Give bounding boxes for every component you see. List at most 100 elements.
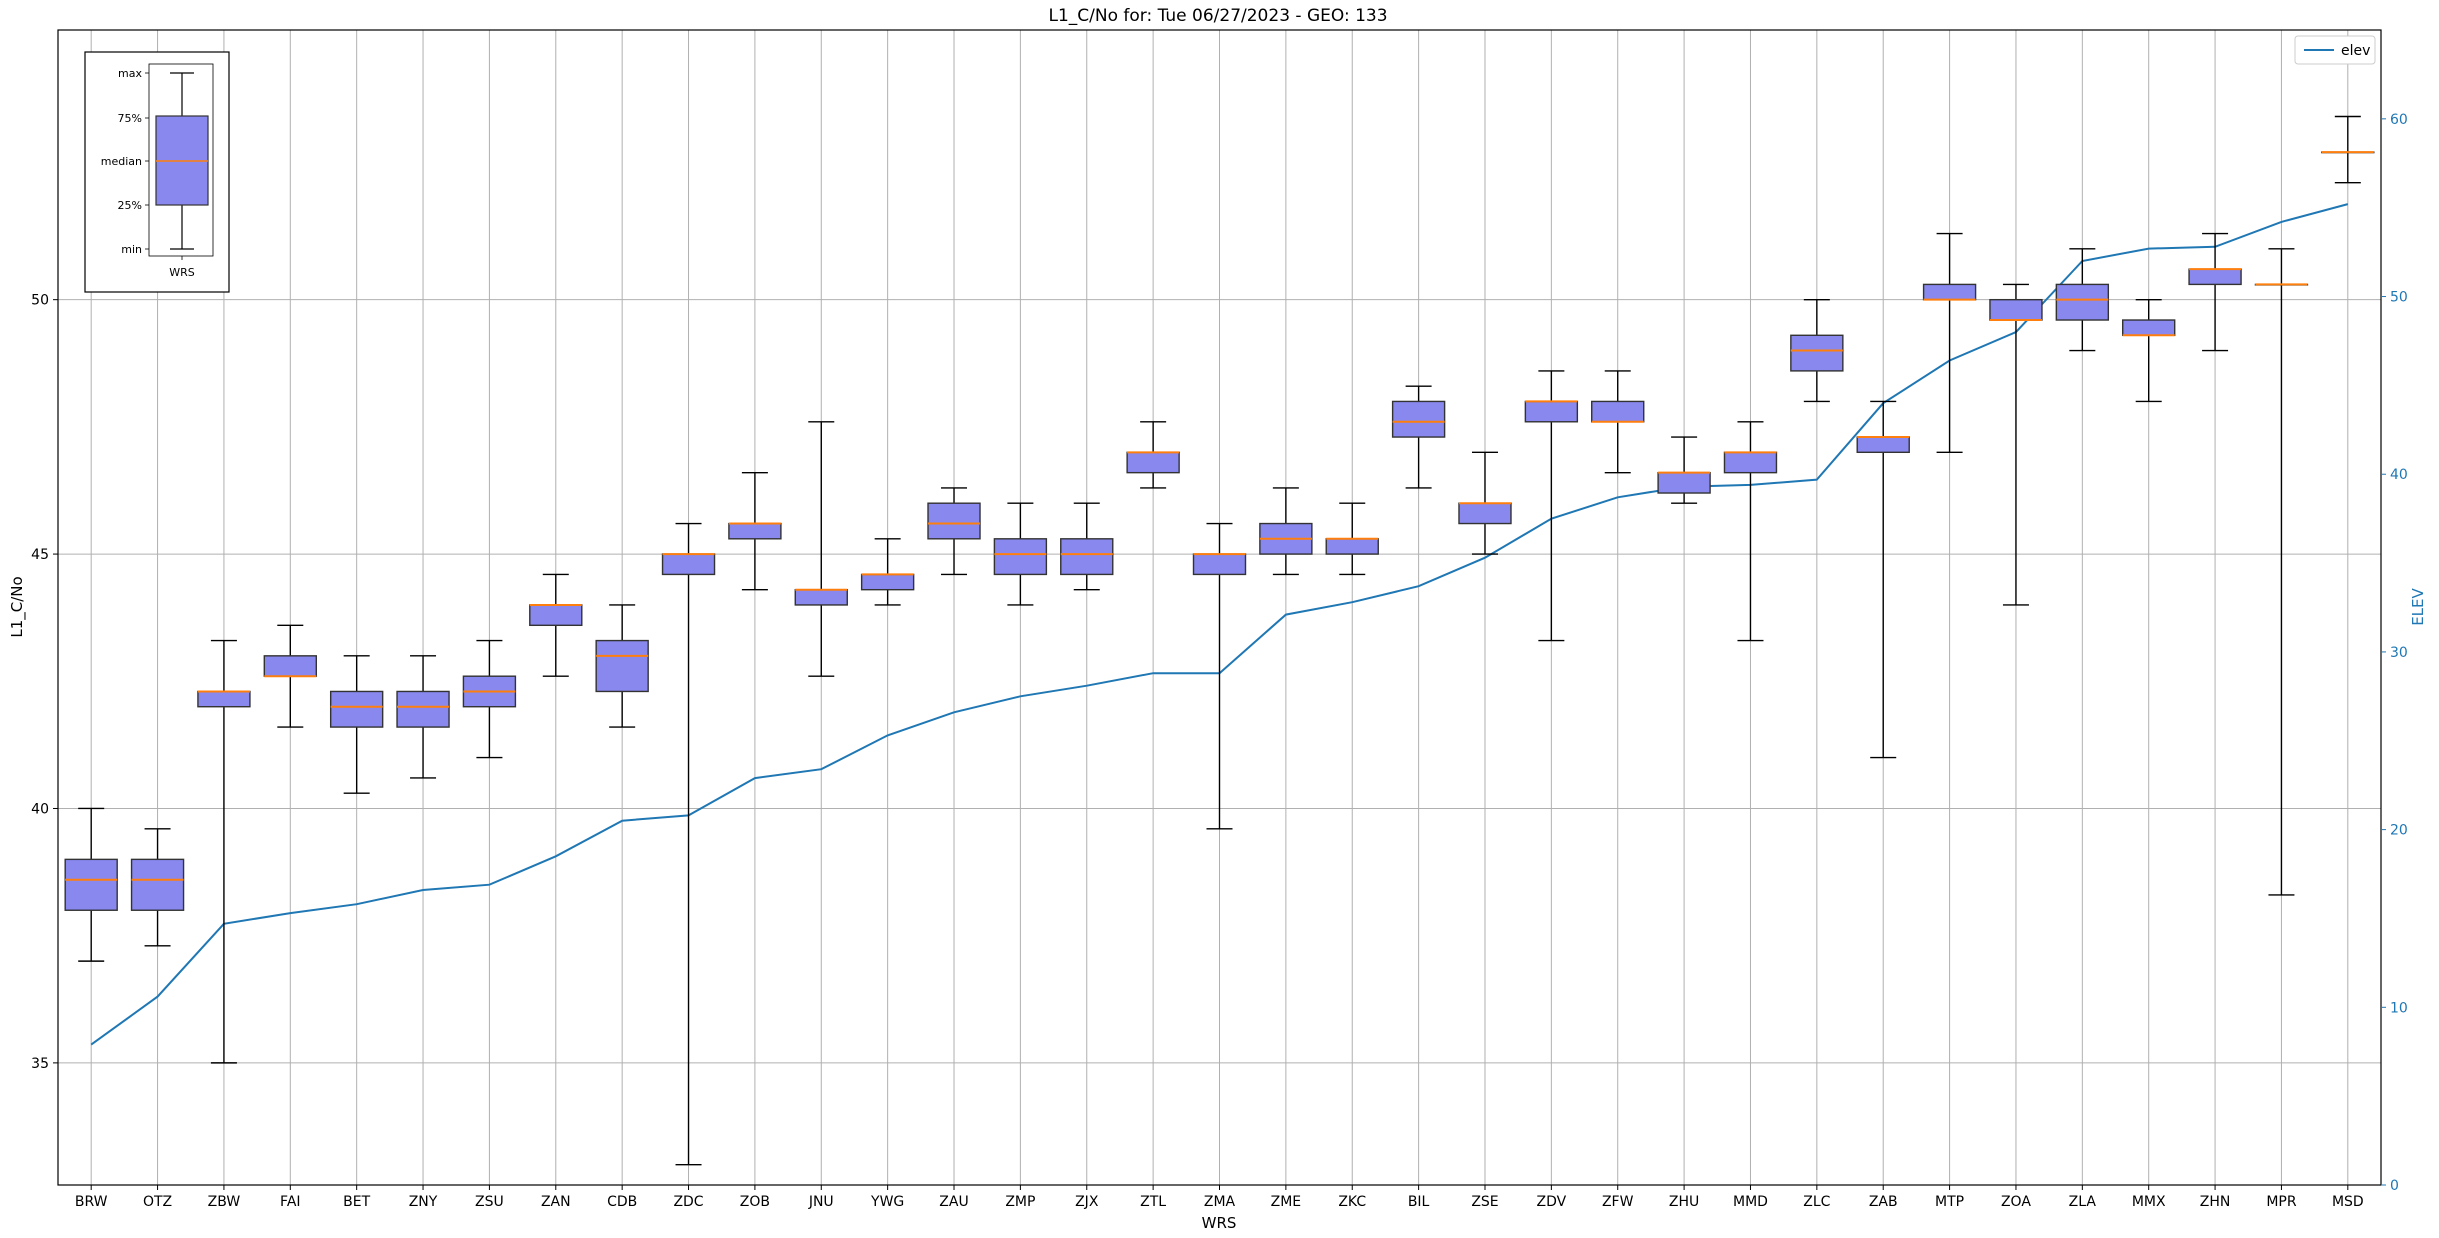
x-tick-label-zhn: ZHN — [2200, 1194, 2231, 1210]
x-tick-label-zbw: ZBW — [208, 1194, 241, 1210]
box-legend-inset: max 75% median 25% min WRS — [84, 51, 230, 293]
box-zla — [2055, 248, 2110, 352]
x-tick-label-ywg: YWG — [870, 1194, 904, 1210]
x-tick-label-bil: BIL — [1408, 1194, 1430, 1210]
x-tick-label-zsu: ZSU — [475, 1194, 504, 1210]
inset-xlabel: WRS — [169, 266, 195, 279]
iqr-box — [396, 690, 450, 728]
x-tick-label-fai: FAI — [280, 1194, 300, 1210]
iqr-box — [1126, 451, 1180, 474]
x-tick-label-otz: OTZ — [143, 1194, 172, 1210]
x-tick-label-zkc: ZKC — [1338, 1194, 1366, 1210]
box-zsu — [462, 639, 517, 759]
x-tick-label-zoa: ZOA — [2001, 1194, 2031, 1210]
y-axis-right: 0 10 20 30 40 50 60 — [2381, 112, 2408, 1194]
x-axis-label: WRS — [1202, 1214, 1237, 1232]
box-bet — [329, 655, 384, 794]
iqr-box — [661, 553, 716, 576]
box-zhn — [2188, 232, 2242, 352]
boxes — [64, 115, 2375, 1166]
y2-tick-label: 0 — [2390, 1178, 2399, 1194]
iqr-box — [595, 639, 649, 693]
x-tick-label-msd: MSD — [2332, 1194, 2364, 1210]
box-jnu — [794, 421, 848, 677]
y2-tick-label: 50 — [2390, 290, 2408, 306]
box-zma — [1192, 522, 1247, 830]
x-tick-label-zhu: ZHU — [1669, 1194, 1699, 1210]
box-zfw — [1591, 370, 1645, 474]
y2-tick-label: 30 — [2390, 645, 2408, 661]
iqr-box — [197, 690, 251, 708]
inset-label-q3: 75% — [118, 112, 142, 125]
x-tick-label-mmx: MMX — [2132, 1194, 2166, 1210]
iqr-box — [1591, 400, 1645, 423]
iqr-box — [130, 858, 185, 911]
x-tick-label-zan: ZAN — [541, 1194, 571, 1210]
iqr-box — [1856, 436, 1910, 454]
iqr-box — [2188, 268, 2242, 286]
box-mmx — [2121, 298, 2176, 403]
iqr-box — [1524, 400, 1579, 423]
box-zkc — [1325, 502, 1379, 576]
box-zny — [396, 655, 450, 779]
x-tick-label-zla: ZLA — [2069, 1194, 2097, 1210]
iqr-box — [1060, 538, 1114, 576]
y-tick-label: 45 — [31, 547, 49, 563]
iqr-box — [1192, 553, 1247, 576]
iqr-box — [1723, 451, 1778, 474]
box-cdb — [595, 604, 649, 728]
y-tick-label: 40 — [31, 801, 49, 817]
y-tick-label: 35 — [31, 1056, 49, 1072]
legend: elev — [2294, 35, 2376, 65]
chart-title: L1_C/No for: Tue 06/27/2023 - GEO: 133 — [1048, 6, 1387, 26]
x-tick-label-zob: ZOB — [740, 1194, 770, 1210]
x-tick-label-mmd: MMD — [1733, 1194, 1768, 1210]
legend-label-elev: elev — [2341, 43, 2370, 59]
box-zan — [529, 573, 583, 677]
iqr-box — [1922, 283, 1977, 301]
y2-tick-label: 40 — [2390, 467, 2408, 483]
box-ywg — [860, 538, 915, 606]
iqr-box — [1391, 400, 1446, 438]
x-tick-label-zlc: ZLC — [1803, 1194, 1830, 1210]
box-zmp — [993, 502, 1048, 606]
box-zob — [728, 471, 782, 591]
x-tick-label-zjx: ZJX — [1075, 1194, 1099, 1210]
box-ztl — [1126, 421, 1180, 489]
iqr-box — [728, 522, 782, 540]
iqr-box — [1989, 298, 2043, 321]
x-tick-label-zma: ZMA — [1204, 1194, 1236, 1210]
iqr-box — [794, 588, 848, 606]
box-mpr — [2254, 248, 2309, 896]
x-tick-label-ztl: ZTL — [1140, 1194, 1166, 1210]
x-tick-label-zdv: ZDV — [1537, 1194, 1567, 1210]
iqr-box — [1325, 538, 1379, 555]
box-brw — [64, 807, 118, 962]
box-bil — [1391, 385, 1446, 489]
iqr-box — [329, 690, 384, 728]
x-tick-label-zme: ZME — [1271, 1194, 1302, 1210]
iqr-box — [529, 604, 583, 627]
x-tick-label-zny: ZNY — [409, 1194, 438, 1210]
iqr-box — [1657, 471, 1711, 494]
legend-frame — [2294, 35, 2376, 65]
x-tick-label-zse: ZSE — [1471, 1194, 1498, 1210]
iqr-box — [1790, 334, 1844, 372]
x-tick-label-zdc: ZDC — [673, 1194, 703, 1210]
x-tick-label-zfw: ZFW — [1602, 1194, 1634, 1210]
box-msd — [2321, 115, 2375, 184]
iqr-box — [2121, 319, 2176, 336]
box-zbw — [197, 639, 251, 1064]
inset-axes-frame — [148, 63, 214, 257]
box-zoa — [1989, 283, 2043, 606]
box-mtp — [1922, 232, 1977, 454]
x-tick-label-cdb: CDB — [607, 1194, 637, 1210]
box-fai — [263, 624, 317, 728]
inset-label-median: median — [101, 155, 142, 168]
inset-label-min: min — [121, 243, 142, 256]
box-zdv — [1524, 370, 1579, 642]
x-axis: BRW OTZ ZBW FAI BET ZNY ZSU ZAN CDB ZDC ZOB JNU YWG Z… — [75, 1185, 2364, 1210]
iqr-box — [263, 655, 317, 677]
x-tick-label-zmp: ZMP — [1005, 1194, 1035, 1210]
